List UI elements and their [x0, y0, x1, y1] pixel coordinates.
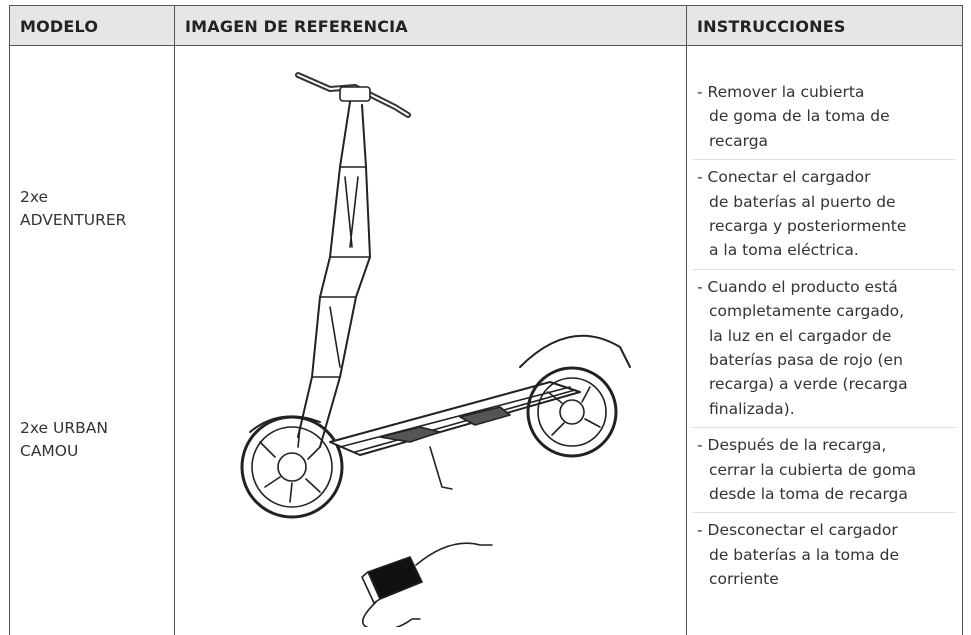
column-border: [962, 45, 963, 635]
header-cell: MODELO: [9, 5, 175, 46]
instruction-line: baterías pasa de rojo (en: [709, 351, 903, 370]
instruction-item: - Desconectar el cargador de baterías a l…: [697, 518, 959, 591]
instruction-line: desde la toma de recarga: [709, 485, 908, 503]
item-separator: [693, 268, 955, 270]
instruction-line: de baterías al puerto de: [709, 192, 896, 211]
instruction-line: recarga y posteriormente: [709, 217, 907, 235]
model-line: 2xe: [20, 188, 49, 206]
instruction-line: - Cuando el producto está: [697, 277, 898, 296]
instruction-line: - Después de la recarga,: [697, 436, 887, 455]
column-border: [174, 45, 175, 635]
instruction-item: - Conectar el cargador de baterías al pue…: [697, 165, 959, 263]
column-border: [686, 45, 687, 635]
scooter-illustration: [240, 72, 631, 627]
instruction-line: - Desconectar el cargador: [697, 521, 898, 540]
instruction-line: completamente cargado,: [709, 302, 905, 321]
instruction-line: de goma de la toma de: [709, 107, 890, 126]
instruction-line: la luz en el cargador de: [709, 326, 892, 345]
instruction-line: finalizada).: [709, 399, 795, 418]
instruction-line: cerrar la cubierta de goma: [709, 460, 917, 479]
item-separator: [693, 159, 955, 161]
header-cell: IMAGEN DE REFERENCIA: [174, 5, 687, 46]
item-separator: [693, 512, 955, 514]
model-line: 2xe URBAN: [20, 419, 108, 437]
column-border: [9, 45, 10, 635]
item-separator: [693, 427, 955, 429]
instruction-line: - Remover la cubierta: [697, 83, 865, 101]
instruction-line: recarga: [709, 131, 769, 150]
model-line: ADVENTURER: [20, 211, 127, 229]
model-line: CAMOU: [20, 442, 79, 460]
instruction-item: - Cuando el producto está completamente c…: [697, 275, 959, 421]
instruction-line: a la toma eléctrica.: [709, 241, 859, 260]
model-name: 2xe URBAN CAMOU: [20, 417, 108, 463]
instruction-item: - Remover la cubierta de goma de la toma …: [697, 80, 959, 153]
instruction-line: recarga) a verde (recarga: [709, 375, 908, 394]
header-cell: INSTRUCCIONES: [686, 5, 963, 46]
instruction-line: de baterías a la toma de: [709, 545, 900, 564]
instruction-line: - Conectar el cargador: [697, 168, 871, 187]
instruction-item: - Después de la recarga, cerrar la cubier…: [697, 433, 959, 506]
instruction-line: corriente: [709, 570, 779, 589]
model-name: 2xe ADVENTURER: [20, 186, 126, 232]
